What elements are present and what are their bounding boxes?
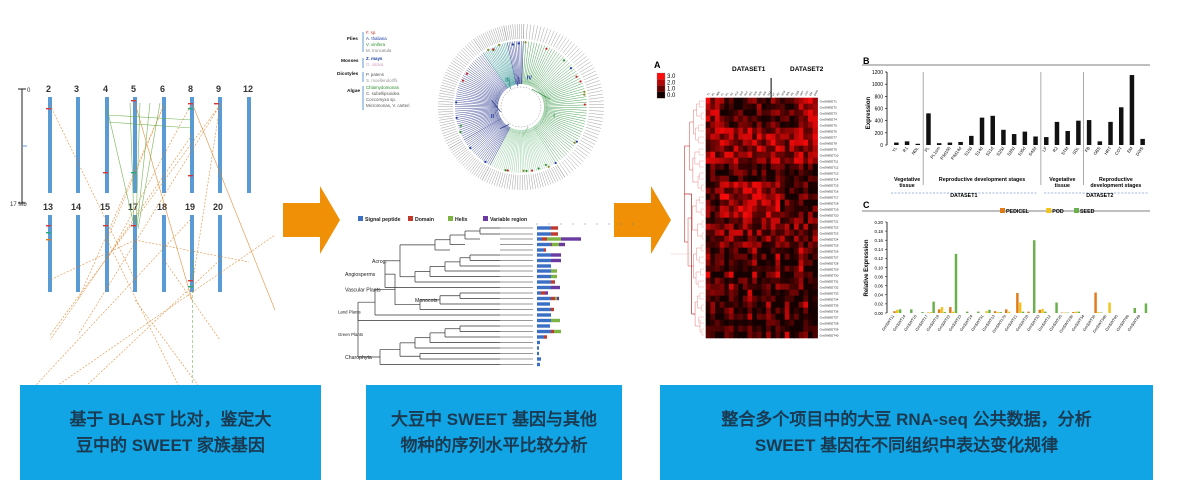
svg-text:S10d: S10d <box>963 145 973 157</box>
svg-text:0.02: 0.02 <box>874 302 883 307</box>
svg-text:S42d: S42d <box>1028 145 1038 157</box>
svg-text:FL: FL <box>923 145 930 152</box>
svg-text:DWS: DWS <box>1135 146 1145 157</box>
svg-text:SDL: SDL <box>1071 145 1080 155</box>
svg-text:0.08: 0.08 <box>874 274 883 279</box>
svg-text:GBS: GBS <box>1092 146 1101 156</box>
svg-text:S35d: S35d <box>1017 145 1027 157</box>
svg-text:Expression: Expression <box>866 96 872 129</box>
svg-text:FB: FB <box>1084 146 1091 153</box>
svg-text:NDL: NDL <box>911 145 920 155</box>
svg-text:B: B <box>863 56 870 66</box>
svg-text:1200: 1200 <box>872 70 883 76</box>
svg-text:SEED: SEED <box>1080 209 1095 215</box>
svg-text:200: 200 <box>875 131 884 137</box>
svg-text:0.10: 0.10 <box>874 265 883 270</box>
svg-text:0.04: 0.04 <box>874 293 883 298</box>
svg-text:0.00: 0.00 <box>874 311 883 316</box>
svg-text:COT: COT <box>1114 145 1124 156</box>
svg-text:Relative Expression: Relative Expression <box>864 239 870 296</box>
svg-text:R1: R1 <box>902 145 910 153</box>
svg-text:0.12: 0.12 <box>874 256 883 261</box>
svg-text:0.20: 0.20 <box>874 220 883 225</box>
svg-text:1000: 1000 <box>872 82 883 88</box>
svg-text:tissue: tissue <box>1055 183 1070 189</box>
svg-text:0: 0 <box>880 143 883 149</box>
svg-text:0.06: 0.06 <box>874 284 883 289</box>
svg-text:POD: POD <box>1052 209 1064 215</box>
svg-text:LF: LF <box>1041 145 1048 152</box>
svg-text:HRT: HRT <box>1103 145 1112 155</box>
svg-text:Reproductive development stage: Reproductive development stages <box>939 177 1025 183</box>
svg-text:EM: EM <box>1126 145 1134 153</box>
svg-text:development stages: development stages <box>1090 183 1141 189</box>
svg-text:0.14: 0.14 <box>874 247 883 252</box>
svg-text:DATASET2: DATASET2 <box>1086 193 1113 199</box>
svg-text:0.18: 0.18 <box>874 229 883 234</box>
svg-text:S25d: S25d <box>995 145 1005 157</box>
svg-text:DATASET1: DATASET1 <box>950 193 977 199</box>
svg-text:S28d: S28d <box>1006 145 1016 157</box>
svg-text:YL: YL <box>891 145 898 153</box>
svg-text:S21d: S21d <box>985 145 995 157</box>
svg-text:P4d14d: P4d14d <box>950 145 963 161</box>
svg-text:R2: R2 <box>1052 145 1060 153</box>
svg-text:STM: STM <box>1060 145 1070 156</box>
svg-text:C: C <box>863 200 870 210</box>
svg-text:400: 400 <box>875 119 884 125</box>
svg-text:0.16: 0.16 <box>874 238 883 243</box>
svg-text:PEDICEL: PEDICEL <box>1006 209 1030 215</box>
svg-text:tissue: tissue <box>899 183 914 189</box>
svg-text:S14d: S14d <box>974 145 984 157</box>
svg-text:600: 600 <box>875 107 884 113</box>
svg-text:800: 800 <box>875 94 884 100</box>
